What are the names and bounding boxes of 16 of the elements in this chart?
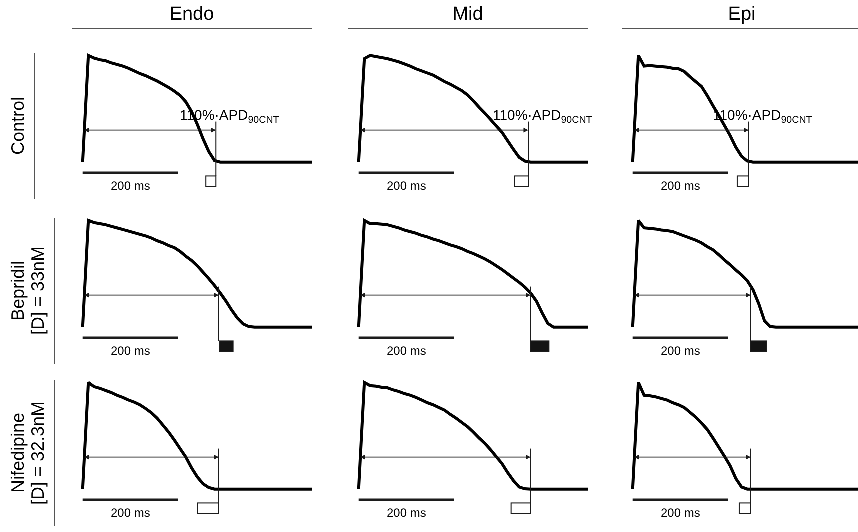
y-axis-title: Bepridil [D] = 33nM (8, 218, 55, 364)
text: 200 ms (111, 344, 150, 358)
text: 200 ms (387, 506, 426, 520)
text: 200 ms (387, 344, 426, 358)
chart-title: Mid (348, 2, 588, 29)
text: 200 ms (661, 179, 700, 193)
chart-title: Epi (622, 2, 858, 29)
text: 200 ms (111, 506, 150, 520)
text: 200 ms (661, 344, 700, 358)
text: 200 ms (387, 179, 426, 193)
text: 200 ms (661, 506, 700, 520)
annotation: 110%·APD$_{90CNT}$ (493, 107, 592, 126)
text: 200 ms (111, 179, 150, 193)
y-axis-title: Nifedipine [D] = 32.3nM (8, 380, 55, 526)
chart-title: Endo (72, 2, 312, 29)
y-axis-title: Control (8, 53, 35, 199)
